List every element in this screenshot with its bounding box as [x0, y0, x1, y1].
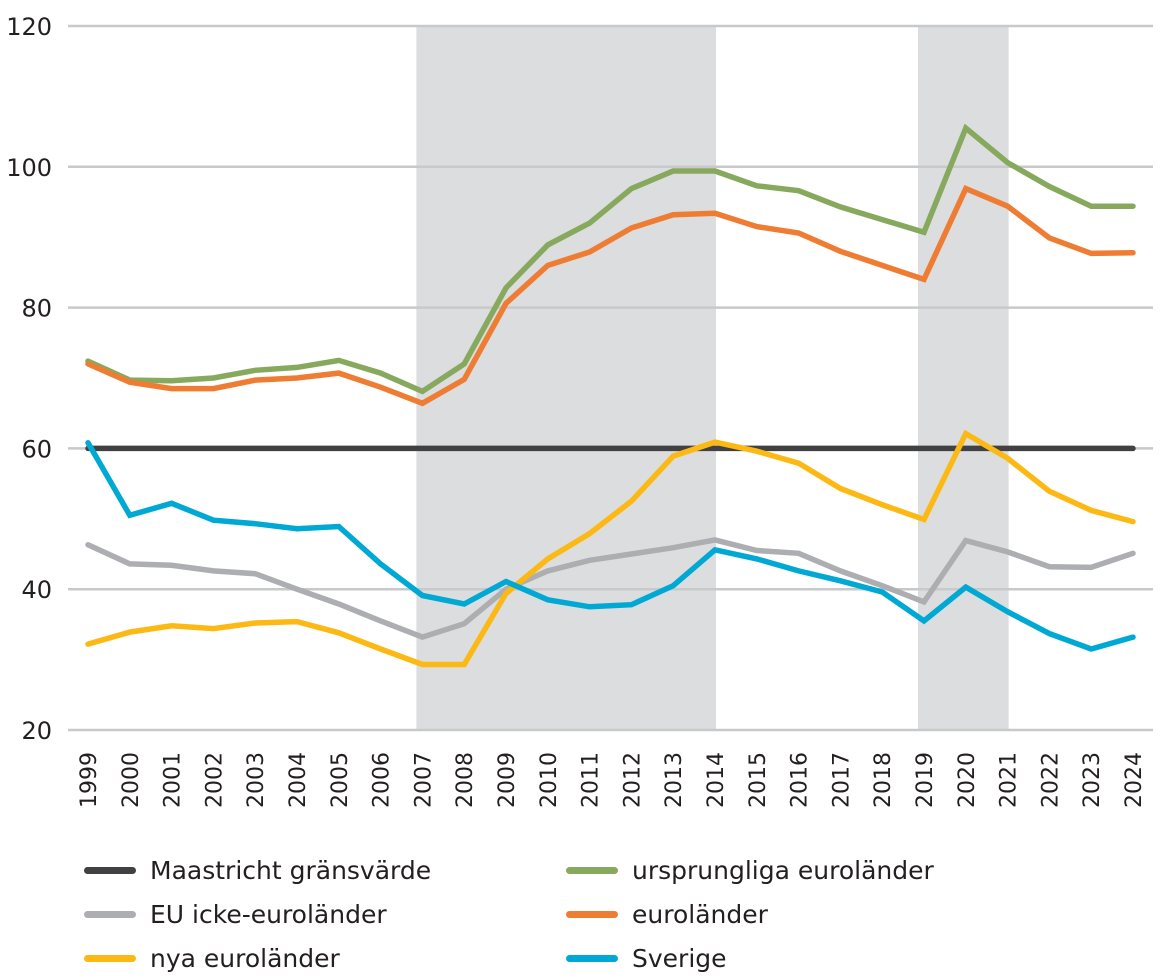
x-tick-label: 2021 — [997, 752, 1022, 808]
series-lines — [85, 123, 1136, 668]
series-line-nya-euroländer — [85, 429, 1136, 668]
legend-label: euroländer — [632, 899, 768, 929]
series-line-eu-icke-euroländer — [85, 537, 1136, 641]
legend-swatch — [84, 866, 136, 874]
x-tick-label: 2015 — [746, 752, 771, 808]
legend-swatch — [566, 910, 618, 918]
series-line-sverige — [85, 440, 1136, 652]
shaded-periods — [416, 26, 1009, 730]
legend-item-eu-icke-eurolander: EU icke-euroländer — [84, 894, 387, 934]
x-tick-label: 2022 — [1038, 752, 1063, 808]
x-tick-label: 2006 — [370, 752, 395, 808]
legend-item-maastricht: Maastricht gränsvärde — [84, 850, 431, 890]
x-tick-label: 2004 — [286, 752, 311, 808]
x-axis-ticks: 1999 2000 2001 2002 2003 2004 2005 2006 2007 2008… — [77, 752, 1147, 808]
x-tick-label: 2000 — [119, 752, 144, 808]
series-line-euroländer — [85, 185, 1136, 407]
x-tick-label: 2009 — [495, 752, 520, 808]
x-tick-label: 1999 — [77, 752, 102, 808]
legend-label: Maastricht gränsvärde — [150, 855, 432, 885]
y-tick-label: 60 — [21, 435, 52, 463]
y-tick-label: 40 — [21, 576, 52, 604]
y-tick-label: 120 — [6, 13, 52, 41]
legend-item-eurolander: euroländer — [566, 894, 768, 934]
x-tick-label: 2005 — [328, 752, 353, 808]
x-tick-label: 2003 — [244, 752, 269, 808]
x-tick-label: 2013 — [662, 752, 687, 808]
x-tick-label: 2008 — [453, 752, 478, 808]
x-tick-label: 2020 — [955, 752, 980, 808]
x-tick-label: 2012 — [620, 752, 645, 808]
legend: Maastricht gränsvärde EU icke-euroländer… — [84, 850, 984, 973]
legend-item-ursprungliga-eurolander: ursprungliga euroländer — [566, 850, 934, 890]
y-tick-label: 100 — [6, 154, 52, 182]
y-axis-ticks: 20 40 60 80 100 120 — [6, 13, 52, 745]
legend-label: ursprungliga euroländer — [632, 855, 934, 885]
legend-label: Sverige — [632, 943, 727, 973]
x-tick-label: 2014 — [704, 752, 729, 808]
legend-swatch — [84, 954, 136, 962]
legend-item-nya-eurolander: nya euroländer — [84, 938, 340, 978]
x-tick-label: 2002 — [202, 752, 227, 808]
x-tick-label: 2011 — [579, 752, 604, 808]
x-tick-label: 2024 — [1122, 752, 1147, 808]
x-tick-label: 2017 — [829, 752, 854, 808]
y-tick-label: 20 — [21, 717, 52, 745]
line-chart: 20 40 60 80 100 120 1999 2000 2001 2002 2003 2004 2… — [6, 13, 1153, 808]
x-tick-label: 2023 — [1080, 752, 1105, 808]
legend-label: EU icke-euroländer — [150, 899, 387, 929]
series-line-ursprungliga-euroländer — [85, 123, 1136, 395]
x-tick-label: 2016 — [788, 752, 813, 808]
legend-item-sverige: Sverige — [566, 938, 727, 978]
x-tick-label: 2018 — [871, 752, 896, 808]
legend-swatch — [566, 866, 618, 874]
x-tick-label: 2001 — [161, 752, 186, 808]
legend-swatch — [566, 954, 618, 962]
y-tick-label: 80 — [21, 295, 52, 323]
legend-label: nya euroländer — [150, 943, 340, 973]
legend-swatch — [84, 910, 136, 918]
x-tick-label: 2019 — [913, 752, 938, 808]
x-tick-label: 2007 — [411, 752, 436, 808]
x-tick-label: 2010 — [537, 752, 562, 808]
